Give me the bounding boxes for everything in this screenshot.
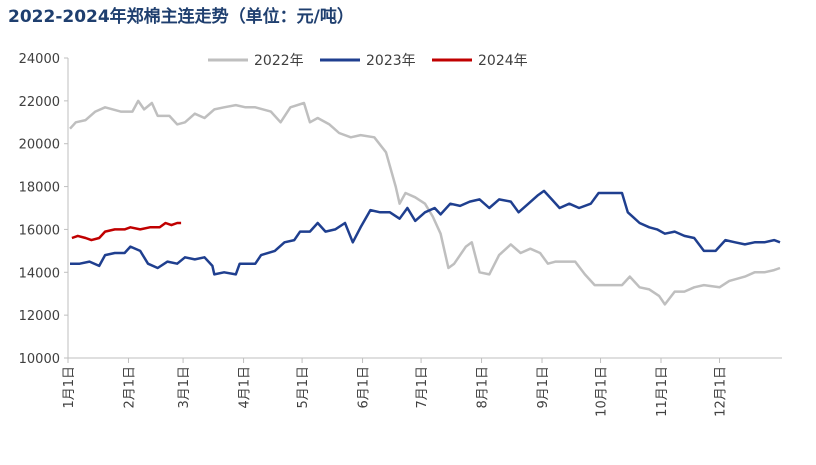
y-tick-label: 18000 xyxy=(19,181,60,196)
series-line xyxy=(69,99,781,306)
legend-label: 2022年 xyxy=(254,53,304,69)
y-tick-label: 24000 xyxy=(19,52,60,67)
x-tick-label: 10月1日 xyxy=(595,366,610,417)
series-line xyxy=(70,189,781,276)
y-tick-label: 12000 xyxy=(19,309,60,324)
series-line xyxy=(71,221,182,242)
x-tick-label: 9月1日 xyxy=(536,366,551,409)
y-tick-label: 16000 xyxy=(19,223,60,238)
x-tick-label: 3月1日 xyxy=(177,366,192,409)
y-tick-label: 22000 xyxy=(19,95,60,110)
x-tick-label: 8月1日 xyxy=(476,366,491,409)
y-tick-label: 14000 xyxy=(19,266,60,281)
y-tick-label: 10000 xyxy=(19,352,60,367)
y-tick-label: 20000 xyxy=(19,138,60,153)
chart-title: 2022-2024年郑棉主连走势（单位：元/吨） xyxy=(8,6,354,27)
legend-label: 2024年 xyxy=(478,53,528,69)
legend-label: 2023年 xyxy=(366,53,416,69)
x-tick-label: 1月1日 xyxy=(62,366,77,409)
x-tick-label: 2月1日 xyxy=(122,366,137,409)
x-tick-label: 7月1日 xyxy=(415,366,430,409)
x-tick-label: 4月1日 xyxy=(238,366,253,409)
x-tick-label: 6月1日 xyxy=(357,366,372,409)
x-tick-label: 5月1日 xyxy=(296,366,311,409)
x-tick-label: 12月1日 xyxy=(714,366,729,417)
x-tick-label: 11月1日 xyxy=(655,366,670,417)
